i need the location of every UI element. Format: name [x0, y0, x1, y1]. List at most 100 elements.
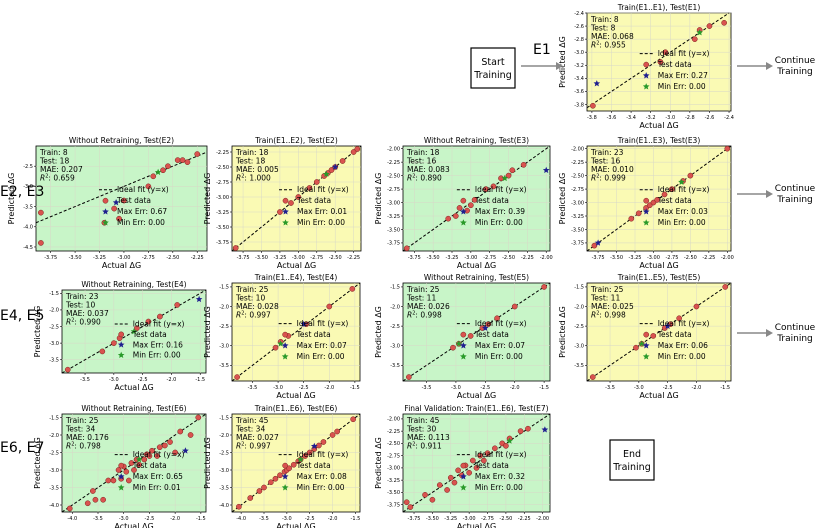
x-tick-label: -2.5 — [145, 516, 155, 522]
y-axis-label: Predicted ΔG — [7, 173, 16, 225]
y-tick-label: -3.5 — [49, 358, 59, 364]
start-training-label-line1: Start — [481, 57, 504, 68]
arrow-continue-row2 — [737, 190, 773, 198]
data-point — [261, 484, 267, 491]
y-tick-label: -3.50 — [387, 227, 400, 233]
y-axis-label: Predicted ΔG — [203, 173, 212, 225]
data-point — [131, 467, 137, 473]
legend-max-error-swatch — [460, 342, 467, 349]
data-point — [110, 340, 117, 346]
panel-title: Without Retraining, Test(E2) — [69, 136, 174, 145]
legend-test-data: Test data — [296, 196, 331, 205]
stat-text: Test: 30 — [406, 425, 436, 434]
ideal-fit-line — [402, 282, 551, 382]
min-error-point — [696, 29, 703, 36]
legend-max-error: Max Err: 0.16 — [133, 340, 183, 349]
data-point — [466, 469, 472, 476]
x-tick-label: -1.5 — [195, 377, 205, 383]
legend-min-error: Min Err: 0.00 — [297, 218, 345, 227]
data-point — [469, 457, 476, 464]
plot-area — [35, 145, 208, 252]
y-tick-label: -2.0 — [219, 304, 229, 310]
x-tick-label: -3.25 — [629, 255, 642, 261]
data-point — [320, 439, 327, 445]
y-tick-label: -2.5 — [219, 450, 229, 456]
x-tick-label: -3.50 — [426, 516, 439, 522]
x-tick-label: -3.0 — [665, 115, 675, 121]
panel-title: Train(E1..E4), Test(E4) — [254, 273, 338, 282]
x-tick-label: -3.50 — [69, 255, 82, 261]
y-tick-label: -3.4 — [574, 76, 584, 82]
y-tick-label: -2.6 — [574, 24, 584, 30]
data-point — [455, 467, 461, 474]
x-tick-label: -2.25 — [347, 255, 360, 261]
data-point — [669, 186, 675, 192]
scatter-panel-6: -3.5 -3.0 -2.5 -2.0 -1.5 -1.5 -2.0 -2.5 -3.0 -3.5… — [33, 280, 207, 392]
panel-title: Without Retraining, Test(E6) — [81, 404, 186, 413]
y-tick-label: -3.50 — [216, 225, 229, 231]
legend-min-error-swatch — [281, 484, 289, 491]
row-label-e1: E1 — [533, 42, 551, 58]
x-tick-label: -3.75 — [408, 255, 421, 261]
ideal-fit-line — [231, 413, 361, 513]
y-tick-label: -3.00 — [216, 195, 229, 201]
data-point — [633, 344, 639, 351]
legend-ideal-fit: Ideal fit (y=x) — [133, 320, 185, 329]
legend-min-error: Min Err: 0.00 — [297, 483, 345, 492]
x-tick-label: -2.00 — [721, 255, 734, 261]
y-tick-label: -2.50 — [571, 173, 584, 179]
y-tick-label: -1.5 — [49, 291, 59, 297]
data-point — [591, 242, 598, 249]
data-point — [339, 158, 346, 164]
y-tick-label: -2.0 — [49, 433, 59, 439]
data-point — [247, 495, 254, 501]
x-tick-label: -1.5 — [720, 385, 730, 391]
data-point — [447, 474, 454, 481]
data-point — [84, 500, 91, 507]
data-point — [589, 374, 596, 380]
panel-title: Train(E1..E3), Test(E3) — [617, 136, 701, 145]
x-tick-label: -2.50 — [684, 255, 697, 261]
data-point — [429, 496, 436, 503]
data-point — [272, 475, 279, 482]
data-point — [121, 197, 127, 204]
ideal-fit-line — [586, 12, 730, 109]
data-point — [126, 477, 132, 484]
y-tick-label: -3.0 — [23, 184, 33, 190]
y-tick-label: -1.5 — [390, 285, 400, 291]
x-tick-label: -3.25 — [446, 255, 459, 261]
legend-max-error: Max Err: 0.65 — [133, 472, 183, 481]
legend-ideal-fit: Ideal fit (y=x) — [475, 319, 527, 328]
stat-text: MAE: 0.028 — [236, 302, 279, 311]
data-point — [162, 442, 168, 449]
legend-max-error-swatch — [117, 473, 125, 480]
max-error-point — [182, 447, 189, 454]
y-axis-label: Predicted ΔG — [203, 437, 212, 489]
x-tick-label: -3.50 — [610, 255, 623, 261]
y-axis-label: Predicted ΔG — [558, 36, 567, 88]
data-point — [194, 151, 201, 157]
y-axis-label: Predicted ΔG — [374, 437, 383, 489]
stat-text: Train: 18 — [406, 148, 440, 157]
max-error-point — [664, 322, 671, 329]
legend-max-error-swatch — [281, 473, 289, 480]
data-point — [693, 303, 700, 310]
x-axis-label: Actual ΔG — [457, 522, 496, 528]
stat-text: Train: 25 — [65, 416, 99, 425]
x-tick-label: -4.0 — [236, 516, 246, 522]
data-point — [452, 213, 459, 219]
y-tick-label: -2.5 — [49, 450, 59, 456]
x-tick-label: -1.5 — [350, 385, 360, 391]
legend-max-error: Max Err: 0.07 — [297, 341, 347, 350]
legend-test-swatch — [460, 197, 467, 204]
data-point — [105, 477, 112, 484]
data-point — [706, 23, 713, 29]
legend-min-error-swatch — [282, 219, 289, 226]
stat-r2: R2: 0.999 — [591, 174, 626, 183]
legend-test-data: Test data — [657, 330, 692, 339]
x-tick-label: -3.00 — [292, 255, 305, 261]
data-point — [503, 443, 509, 449]
data-point — [456, 205, 463, 211]
data-point — [635, 210, 642, 217]
legend-min-error-swatch — [460, 353, 467, 360]
